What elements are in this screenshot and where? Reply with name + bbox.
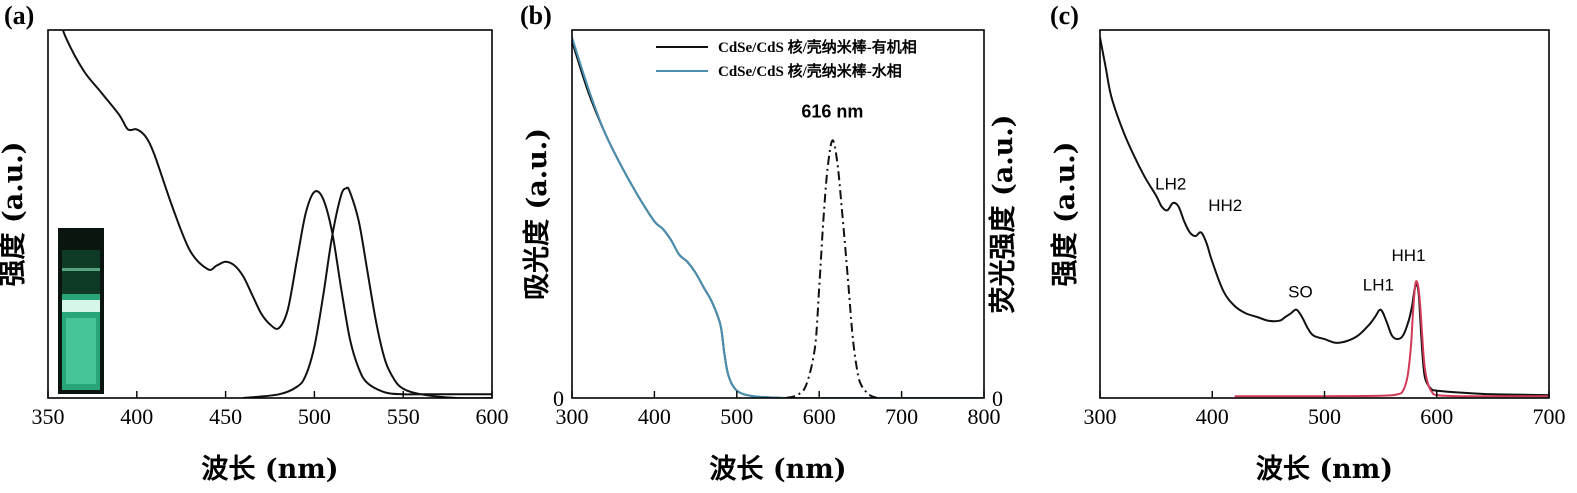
x-tick-label: 500 [298, 404, 331, 429]
legend-entry: CdSe/CdS 核/壳纳米棒-有机相 [718, 38, 917, 56]
panel-label: (a) [4, 1, 34, 30]
panel-2: 300 400 500 600 700 波长 (nm) 强度 (a.u.) (c) LH2 HH2… [1049, 1, 1566, 485]
annotation-label: 616 nm [801, 102, 863, 122]
x-tick-label: 700 [1533, 404, 1566, 429]
x-axis-title: 波长 (nm) [1256, 454, 1393, 485]
inset-cuvette-photo [58, 228, 104, 394]
x-tick-label: 300 [1084, 404, 1117, 429]
annotation-label: HH1 [1392, 246, 1426, 265]
y-tick-label-left: 0 [553, 386, 564, 411]
y-axis-title: 强度 (a.u.) [0, 142, 29, 287]
x-tick-label: 500 [1308, 404, 1341, 429]
series-line-0 [1100, 37, 1549, 397]
x-axis-title: 波长 (nm) [709, 454, 846, 485]
series-line-1 [572, 37, 984, 398]
plot-frame [47, 29, 493, 399]
annotation-label: LH2 [1155, 174, 1186, 193]
plot-frame [571, 29, 985, 399]
annotation-label: LH1 [1363, 275, 1394, 294]
annotation-label: SO [1288, 283, 1313, 302]
panel-label: (b) [520, 1, 552, 30]
x-tick-label: 350 [32, 404, 65, 429]
y-axis-title-right: 荧光强度 (a.u.) [987, 115, 1019, 314]
x-tick-label: 700 [885, 404, 918, 429]
x-tick-label: 600 [1420, 404, 1453, 429]
legend-entry: CdSe/CdS 核/壳纳米棒-水相 [718, 62, 902, 80]
y-axis-title: 强度 (a.u.) [1049, 142, 1081, 287]
x-tick-label: 450 [209, 404, 242, 429]
y-axis-title: 吸光度 (a.u.) [521, 128, 553, 300]
panel-label: (c) [1050, 1, 1079, 30]
panel-0: 350 400 450 500 550 600 波长 (nm) 强度 (a.u.) (a) [0, 1, 509, 485]
series-line-0 [572, 40, 984, 398]
x-tick-label: 800 [968, 404, 1001, 429]
series-line-1 [243, 186, 492, 398]
x-tick-label: 300 [556, 404, 589, 429]
series-line-0 [61, 30, 492, 396]
y-tick-label-right: 0 [992, 386, 1003, 411]
x-tick-label: 600 [476, 404, 509, 429]
x-axis-title: 波长 (nm) [201, 454, 338, 485]
x-tick-label: 400 [638, 404, 671, 429]
plot-frame [1099, 29, 1550, 399]
x-tick-label: 400 [120, 404, 153, 429]
series-line-1 [1234, 280, 1549, 398]
annotation-label: HH2 [1208, 196, 1242, 215]
x-tick-label: 550 [387, 404, 420, 429]
x-tick-label: 400 [1196, 404, 1229, 429]
x-tick-label: 500 [720, 404, 753, 429]
x-tick-label: 600 [803, 404, 836, 429]
series-line-2 [785, 139, 878, 398]
